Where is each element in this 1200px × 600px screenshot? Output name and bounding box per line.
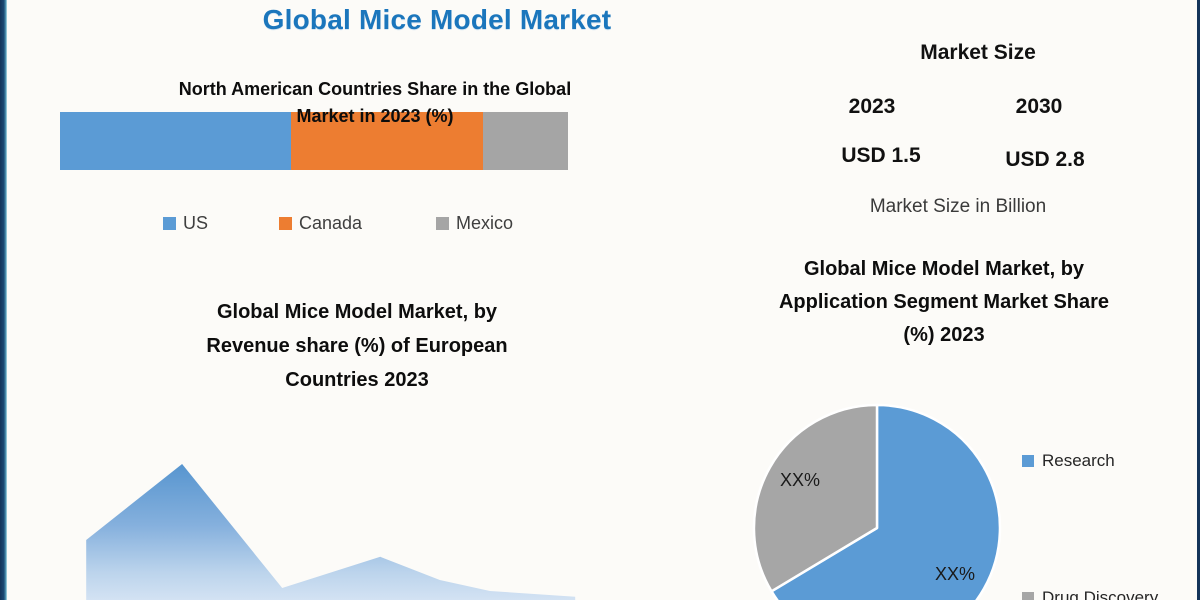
pie-chart-svg (752, 403, 1002, 600)
market-size-value-2023: USD 1.5 (841, 144, 921, 167)
drug-discovery-legend-label: Drug Discovery (1042, 588, 1159, 600)
application-chart-title: Global Mice Model Market, by Application… (694, 253, 1194, 352)
bar-segment-mexico (483, 112, 568, 170)
legend-item-us: US (163, 213, 208, 234)
north-america-chart-title-line1: North American Countries Share in the Gl… (178, 79, 572, 99)
area-chart-svg (86, 464, 576, 600)
legend-item-mexico: Mexico (436, 213, 513, 234)
us-legend-label: US (183, 213, 209, 233)
europe-chart-title-line2: Revenue share (%) of European (206, 335, 508, 357)
pie-slice-research (770, 403, 1002, 600)
drug-discovery-legend-swatch (1022, 592, 1034, 600)
us-legend-swatch (163, 217, 176, 230)
area-series-shape (86, 464, 576, 600)
mexico-legend-label: Mexico (456, 213, 514, 233)
europe-chart-title-line1: Global Mice Model Market, by (216, 301, 498, 323)
bar-segment-canada (291, 112, 484, 170)
market-size-value-2030: USD 2.8 (1005, 148, 1085, 171)
europe-chart-title-line3: Countries 2023 (285, 369, 429, 391)
research-legend-label: Research (1042, 451, 1115, 470)
europe-area-chart (63, 440, 590, 600)
europe-chart-title: Global Mice Model Market, by Revenue sha… (107, 295, 607, 397)
application-chart-title-line3: (%) 2023 (903, 324, 985, 346)
research-legend-swatch (1022, 455, 1034, 467)
market-size-footnote: Market Size in Billion (869, 196, 1047, 217)
bar-segment-us (60, 112, 292, 170)
legend-item-canada: Canada (279, 213, 362, 234)
legend-item-research: Research (1022, 451, 1115, 471)
application-chart-title-line1: Global Mice Model Market, by (803, 258, 1085, 280)
page-title: Global Mice Model Market (262, 4, 612, 35)
mexico-legend-swatch (436, 217, 449, 230)
legend-item-drug-discovery: Drug Discovery (1022, 588, 1158, 600)
application-chart-title-line2: Application Segment Market Share (778, 291, 1110, 313)
market-size-year-2023: 2023 (848, 95, 896, 118)
canada-legend-label: Canada (299, 213, 363, 233)
market-size-year-2030: 2030 (1015, 95, 1063, 118)
north-america-chart-title: North American Countries Share in the Gl… (70, 76, 680, 130)
pie-slice-drug-discovery (752, 403, 879, 593)
right-border-accent (1197, 0, 1200, 600)
pie-label-research-share: XX% (934, 564, 976, 584)
left-border-accent (0, 0, 7, 600)
stacked-bar (60, 112, 568, 170)
north-america-chart-title-line2: Market in 2023 (%) (296, 106, 454, 126)
canada-legend-swatch (279, 217, 292, 230)
pie-label-drug-discovery-share: XX% (779, 470, 821, 490)
market-size-heading: Market Size (920, 41, 1036, 64)
application-pie-chart (747, 398, 1007, 600)
